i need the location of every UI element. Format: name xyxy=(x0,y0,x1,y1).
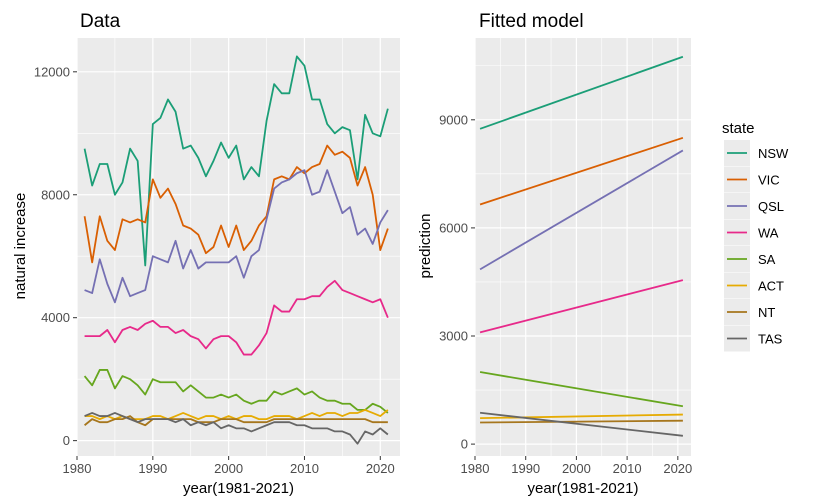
series-line-nt xyxy=(480,419,683,424)
x-tick-label: 1990 xyxy=(511,461,540,476)
legend-label: QSL xyxy=(758,199,784,214)
y-axis-title-fitted-model: prediction xyxy=(417,213,434,278)
x-tick-label: 1980 xyxy=(461,461,490,476)
y-tick-label: 4000 xyxy=(41,310,70,325)
series-line-tas xyxy=(84,412,389,445)
legend-item-qsl: QSL xyxy=(724,193,784,219)
series-line-qsl xyxy=(84,169,389,304)
panel-fitted-model: Fitted model 1980 1990 2000 2010 2020 0 3000 6… xyxy=(417,11,692,497)
legend: state NSW VIC QSL WA SA ACT NT TAS xyxy=(722,120,789,352)
y-tick-label: 3000 xyxy=(439,329,468,344)
panel-title-fitted-model: Fitted model xyxy=(479,11,584,32)
legend-title: state xyxy=(722,120,755,137)
x-axis-title-data: year(1981-2021) xyxy=(183,480,294,497)
legend-items: NSW VIC QSL WA SA ACT NT TAS xyxy=(724,140,789,352)
legend-item-wa: WA xyxy=(724,219,779,246)
gridlines-data xyxy=(76,38,400,456)
y-tick-label: 8000 xyxy=(41,187,70,202)
legend-label: TAS xyxy=(758,332,783,347)
legend-item-vic: VIC xyxy=(724,166,780,193)
y-tick-label: 12000 xyxy=(34,64,70,79)
series-line-nsw xyxy=(83,55,389,267)
legend-item-tas: TAS xyxy=(724,325,783,352)
plot-background-data xyxy=(77,38,400,456)
x-tick-label: 2000 xyxy=(562,461,591,476)
legend-item-nsw: NSW xyxy=(724,140,789,166)
y-tick-label: 6000 xyxy=(439,220,468,235)
legend-label: WA xyxy=(758,226,779,241)
y-tick-label: 9000 xyxy=(439,112,468,127)
x-tick-label: 2000 xyxy=(214,461,243,476)
x-axis-ticks-data: 1980 1990 2000 2010 2020 xyxy=(63,456,395,476)
series-lines-fitted-model xyxy=(479,55,684,437)
series-line-nt xyxy=(84,415,388,427)
series-line-qsl xyxy=(479,149,684,271)
plot-background-fitted-model xyxy=(475,38,691,456)
legend-item-sa: SA xyxy=(724,246,776,272)
series-lines-data xyxy=(83,55,389,445)
legend-item-act: ACT xyxy=(724,272,784,299)
y-axis-ticks-data: 0 4000 8000 12000 xyxy=(34,64,77,448)
series-line-nsw xyxy=(479,55,684,130)
series-line-sa xyxy=(479,371,684,408)
series-line-tas xyxy=(479,411,683,437)
panel-data: Data 1980 1990 2000 2010 2020 0 4000 8000 12000… xyxy=(12,11,400,497)
legend-label: ACT xyxy=(758,279,784,294)
x-tick-label: 2010 xyxy=(290,461,319,476)
y-axis-title-data: natural increase xyxy=(12,193,29,300)
series-line-wa xyxy=(84,279,389,356)
x-tick-label: 2020 xyxy=(663,461,692,476)
series-line-vic xyxy=(479,136,684,206)
legend-label: NSW xyxy=(758,146,789,161)
series-line-sa xyxy=(83,369,389,414)
x-tick-label: 1990 xyxy=(138,461,167,476)
y-tick-label: 0 xyxy=(461,437,468,452)
legend-item-nt: NT xyxy=(724,299,775,325)
y-axis-ticks-fitted-model: 0 3000 6000 9000 xyxy=(439,112,475,452)
series-line-act xyxy=(480,413,683,420)
x-axis-ticks-fitted-model: 1980 1990 2000 2010 2020 xyxy=(461,456,692,476)
legend-label: VIC xyxy=(758,173,780,188)
series-line-wa xyxy=(479,279,684,334)
x-tick-label: 2010 xyxy=(613,461,642,476)
series-line-vic xyxy=(83,144,389,264)
legend-label: NT xyxy=(758,305,775,320)
legend-label: SA xyxy=(758,252,776,267)
x-tick-label: 2020 xyxy=(366,461,395,476)
x-tick-label: 1980 xyxy=(63,461,92,476)
y-tick-label: 0 xyxy=(63,433,70,448)
panel-title-data: Data xyxy=(80,11,121,32)
x-axis-title-fitted-model: year(1981-2021) xyxy=(528,480,639,497)
